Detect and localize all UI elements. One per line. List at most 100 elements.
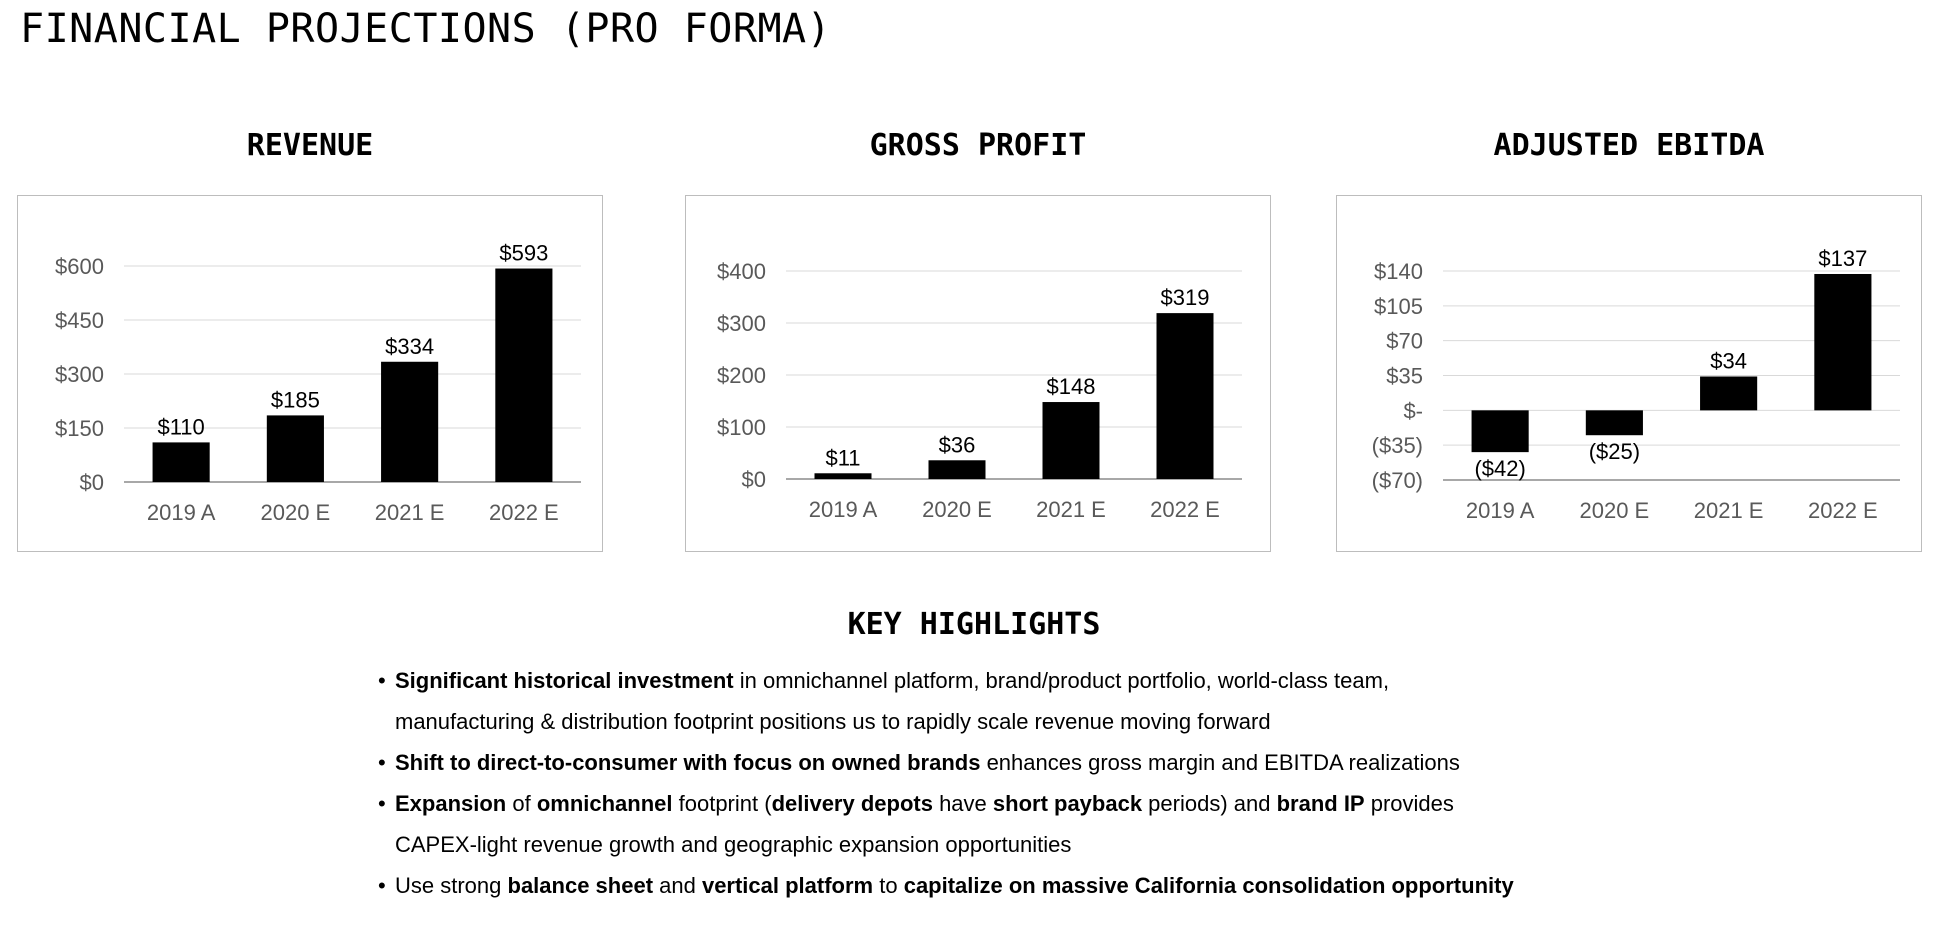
highlight-text: provides [1364,791,1454,816]
gross-profit-ytick-label: $300 [717,311,766,336]
gross-profit-data-label: $148 [1047,374,1096,399]
revenue-chart: $0 $150 $300 $450 $600 $110 2019 A $185 2020 E $3… [17,195,603,552]
highlight-emphasis: brand IP [1276,791,1365,816]
highlight-item: • Significant historical investment in om… [378,660,1678,742]
adjusted-ebitda-data-label: $137 [1818,246,1867,271]
highlight-text: Use strong [395,873,508,898]
revenue-bar [381,361,439,482]
revenue-ytick-label: $600 [55,254,104,279]
adjusted-ebitda-bar [1585,410,1643,436]
gross-profit-data-label: $319 [1161,285,1210,310]
revenue-xtick-label: 2020 E [261,500,331,525]
highlight-emphasis: capitalize on massive California consoli… [903,873,1514,898]
revenue-data-label: $593 [499,241,548,266]
highlight-item: • Use strong balance sheet and vertical p… [378,865,1678,906]
revenue-data-label: $185 [271,387,320,412]
highlight-text: periods) and [1142,791,1277,816]
revenue-bar [152,442,210,482]
highlight-line: Significant historical investment in omn… [395,660,1678,701]
revenue-chart-svg: $0 $150 $300 $450 $600 $110 2019 A $185 2020 E $3… [55,241,581,525]
adjusted-ebitda-bar [1814,273,1872,411]
gross-profit-bar [814,473,872,479]
adjusted-ebitda-xtick-label: 2021 E [1694,498,1764,523]
page-title: FINANCIAL PROJECTIONS (PRO FORMA) [20,6,832,52]
highlight-text: footprint ( [672,791,772,816]
gross-profit-ytick-label: $400 [717,259,766,284]
adjusted-ebitda-xtick-label: 2022 E [1808,498,1878,523]
revenue-chart-title: REVENUE [246,128,374,163]
gross-profit-ytick-label: $100 [717,415,766,440]
adjusted-ebitda-data-label: $34 [1710,348,1747,373]
revenue-bar [266,415,324,482]
highlight-emphasis: short payback [992,791,1143,816]
adjusted-ebitda-ytick-label: ($35) [1372,433,1423,458]
highlight-line: manufacturing & distribution footprint p… [395,701,1678,742]
highlight-text: manufacturing & distribution footprint p… [395,709,1271,734]
revenue-ytick-label: $300 [55,362,104,387]
adjusted-ebitda-data-label: ($25) [1589,439,1640,464]
adjusted-ebitda-bar [1700,376,1758,411]
revenue-bar [495,268,553,482]
adjusted-ebitda-ytick-label: $- [1403,398,1423,423]
gross-profit-xtick-label: 2019 A [809,497,878,522]
revenue-xtick-label: 2022 E [489,500,559,525]
gross-profit-ytick-label: $0 [742,467,766,492]
adjusted-ebitda-ytick-label: ($70) [1372,468,1423,493]
revenue-xtick-label: 2021 E [375,500,445,525]
gross-profit-xtick-label: 2022 E [1150,497,1220,522]
highlight-emphasis: Shift to direct-to-consumer with focus o… [395,750,981,775]
adjusted-ebitda-xtick-label: 2019 A [1466,498,1535,523]
revenue-xtick-label: 2019 A [147,500,216,525]
gross-profit-chart: $0 $100 $200 $300 $400 $11 2019 A $36 2020 E $148… [685,195,1271,552]
highlight-text: enhances gross margin and EBITDA realiza… [980,750,1460,775]
revenue-ytick-label: $150 [55,416,104,441]
adjusted-ebitda-ytick-label: $105 [1374,294,1423,319]
gross-profit-ytick-label: $200 [717,363,766,388]
gross-profit-chart-svg: $0 $100 $200 $300 $400 $11 2019 A $36 2020 E $148… [717,259,1242,522]
highlight-emphasis: balance sheet [507,873,654,898]
highlight-line: CAPEX-light revenue growth and geographi… [395,824,1678,865]
adjusted-ebitda-ytick-label: $35 [1386,364,1423,389]
highlight-text: of [506,791,537,816]
bullet-icon: • [378,750,386,775]
gross-profit-xtick-label: 2020 E [922,497,992,522]
bullet-icon: • [378,873,386,898]
highlight-emphasis: delivery depots [771,791,933,816]
highlight-text: in omnichannel platform, brand/product p… [733,668,1390,693]
adjusted-ebitda-ytick-label: $70 [1386,329,1423,354]
highlight-text: to [873,873,904,898]
highlight-emphasis: vertical platform [701,873,874,898]
adjusted-ebitda-bar [1471,410,1529,453]
gross-profit-bar [1042,402,1100,479]
highlight-line: Expansion of omnichannel footprint (deli… [395,783,1678,824]
adjusted-ebitda-chart-svg: ($70) ($35) $- $35 $70 $105 $140 ($42) 2019 A ($2… [1372,246,1900,523]
highlight-emphasis: Significant historical investment [395,668,734,693]
highlight-text: CAPEX-light revenue growth and geographi… [395,832,1072,857]
highlight-text: have [932,791,993,816]
revenue-ytick-label: $450 [55,308,104,333]
key-highlights-list: • Significant historical investment in om… [378,660,1678,906]
adjusted-ebitda-data-label: ($42) [1474,456,1525,481]
revenue-data-label: $110 [157,414,204,439]
highlight-emphasis: omnichannel [536,791,673,816]
highlight-emphasis: Expansion [395,791,507,816]
highlight-item: • Expansion of omnichannel footprint (del… [378,783,1678,865]
gross-profit-bar [1156,313,1214,479]
revenue-data-label: $334 [385,334,434,359]
adjusted-ebitda-chart: ($70) ($35) $- $35 $70 $105 $140 ($42) 2019 A ($2… [1336,195,1922,552]
adjusted-ebitda-chart-title: ADJUSTED EBITDA [1493,128,1765,163]
gross-profit-xtick-label: 2021 E [1036,497,1106,522]
gross-profit-data-label: $11 [825,445,860,470]
gross-profit-data-label: $36 [939,432,976,457]
key-highlights-title: KEY HIGHLIGHTS [847,607,1101,642]
highlight-item: • Shift to direct-to-consumer with focus … [378,742,1678,783]
gross-profit-chart-title: GROSS PROFIT [869,128,1087,163]
adjusted-ebitda-ytick-label: $140 [1374,259,1423,284]
adjusted-ebitda-xtick-label: 2020 E [1580,498,1650,523]
gross-profit-bar [928,460,986,479]
revenue-ytick-label: $0 [80,470,104,495]
bullet-icon: • [378,791,386,816]
highlight-line: Use strong balance sheet and vertical pl… [395,865,1678,906]
highlight-text: and [653,873,702,898]
bullet-icon: • [378,668,386,693]
